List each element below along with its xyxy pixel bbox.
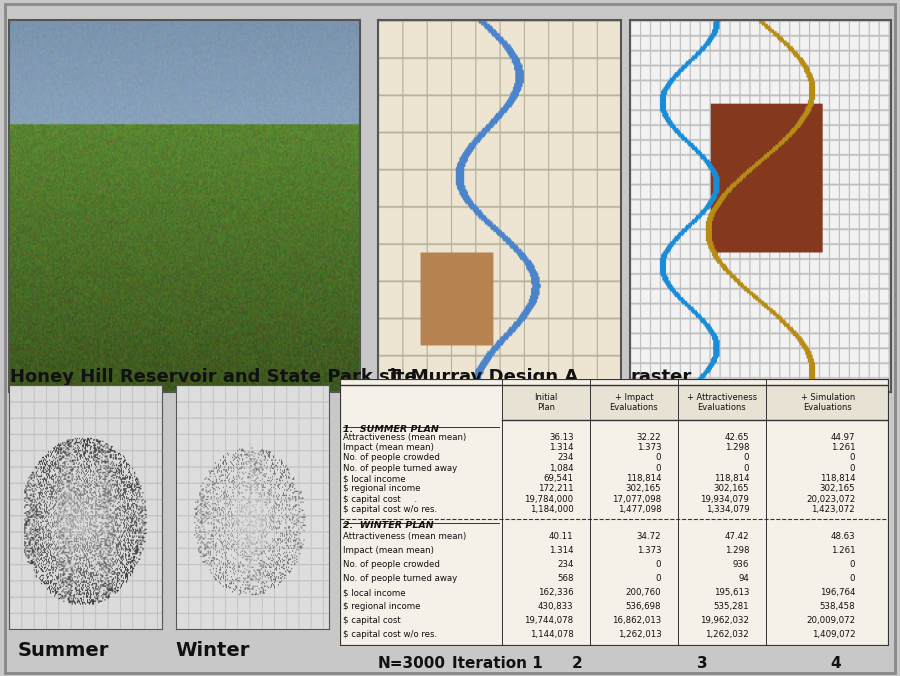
Text: + Impact
Evaluations: + Impact Evaluations [609,393,658,412]
Text: 0: 0 [743,454,749,462]
Text: 1.261: 1.261 [831,443,855,452]
Text: 47.42: 47.42 [724,532,749,541]
Text: Winter: Winter [176,641,250,660]
Text: Impact (mean mean): Impact (mean mean) [343,546,434,555]
Text: 19,934,079: 19,934,079 [700,495,749,504]
Text: 1.298: 1.298 [724,546,749,555]
Text: 162,336: 162,336 [538,588,573,597]
Text: $ local income: $ local income [343,474,406,483]
Text: 32.22: 32.22 [636,433,662,441]
Text: 430,833: 430,833 [538,602,573,611]
Text: Impact (mean mean): Impact (mean mean) [343,443,434,452]
Text: 20,009,072: 20,009,072 [806,616,855,625]
Text: 538,458: 538,458 [820,602,855,611]
Text: 1,334,079: 1,334,079 [706,505,749,514]
Text: 4: 4 [830,656,841,671]
Text: 19,784,000: 19,784,000 [525,495,573,504]
Bar [502,385,889,420]
Text: N=3000: N=3000 [378,656,446,671]
Text: raster: raster [630,368,691,386]
Text: 69,541: 69,541 [544,474,573,483]
Text: Iteration 1: Iteration 1 [452,656,543,671]
Text: 0: 0 [656,574,662,583]
Text: $ capital cost w/o res.: $ capital cost w/o res. [343,505,437,514]
Text: Attractiveness (mean mean): Attractiveness (mean mean) [343,433,466,441]
Text: 1.298: 1.298 [724,443,749,452]
Text: T. Murray Design A,: T. Murray Design A, [388,368,586,386]
Text: 118,814: 118,814 [820,474,855,483]
Text: No. of people crowded: No. of people crowded [343,454,440,462]
Text: 0: 0 [743,464,749,473]
Text: 1,423,072: 1,423,072 [812,505,855,514]
Text: 1.373: 1.373 [636,546,662,555]
Text: 1,184,000: 1,184,000 [530,505,573,514]
Text: No. of people crowded: No. of people crowded [343,560,440,569]
Text: 1,084: 1,084 [549,464,573,473]
Text: 302,165: 302,165 [714,485,749,493]
Text: 0: 0 [850,454,855,462]
Text: 1.373: 1.373 [636,443,662,452]
Text: 48.63: 48.63 [831,532,855,541]
Text: 0: 0 [656,464,662,473]
Text: $ local income: $ local income [343,588,406,597]
Text: Honey Hill Reservoir and State Park site: Honey Hill Reservoir and State Park site [10,368,417,386]
Text: 1,477,098: 1,477,098 [617,505,662,514]
Text: 0: 0 [656,560,662,569]
Text: No. of people turned away: No. of people turned away [343,574,457,583]
Text: 1.261: 1.261 [831,546,855,555]
Text: 234: 234 [557,454,573,462]
Text: 172,211: 172,211 [538,485,573,493]
Text: 44.97: 44.97 [831,433,855,441]
Text: 2: 2 [572,656,583,671]
Text: 1.314: 1.314 [549,546,573,555]
Text: 17,077,098: 17,077,098 [612,495,662,504]
Text: 0: 0 [850,464,855,473]
Text: 1,409,072: 1,409,072 [812,630,855,639]
Text: 1.  SUMMER PLAN: 1. SUMMER PLAN [343,425,439,434]
Text: 302,165: 302,165 [626,485,662,493]
Text: 34.72: 34.72 [636,532,662,541]
Text: No. of people turned away: No. of people turned away [343,464,457,473]
Text: 535,281: 535,281 [714,602,749,611]
Text: Attractiveness (mean mean): Attractiveness (mean mean) [343,532,466,541]
Text: 40.11: 40.11 [549,532,573,541]
Text: 1,262,013: 1,262,013 [617,630,662,639]
Text: 16,862,013: 16,862,013 [612,616,662,625]
Text: $ capital cost     .: $ capital cost . [343,495,417,504]
Text: $ regional income: $ regional income [343,602,420,611]
Text: Summer: Summer [17,641,109,660]
Text: 196,764: 196,764 [820,588,855,597]
Text: $ regional income: $ regional income [343,485,420,493]
Text: + Attractiveness
Evaluations: + Attractiveness Evaluations [687,393,757,412]
Text: $ capital cost w/o res.: $ capital cost w/o res. [343,630,437,639]
Text: 1.314: 1.314 [549,443,573,452]
Text: 302,165: 302,165 [820,485,855,493]
Text: 36.13: 36.13 [549,433,573,441]
Text: 568: 568 [557,574,573,583]
Text: 20,023,072: 20,023,072 [806,495,855,504]
Text: 0: 0 [656,454,662,462]
Text: 0: 0 [850,574,855,583]
Text: 94: 94 [738,574,749,583]
Text: Initial
Plan: Initial Plan [535,393,558,412]
Text: 200,760: 200,760 [626,588,662,597]
Text: 42.65: 42.65 [724,433,749,441]
Text: 118,814: 118,814 [626,474,662,483]
Text: 234: 234 [557,560,573,569]
Text: 19,962,032: 19,962,032 [700,616,749,625]
Text: 0: 0 [850,560,855,569]
Text: $ capital cost: $ capital cost [343,616,400,625]
Text: 3: 3 [697,656,707,671]
Text: 2.  WINTER PLAN: 2. WINTER PLAN [343,521,434,530]
Text: 1,144,078: 1,144,078 [530,630,573,639]
Text: 19,744,078: 19,744,078 [525,616,573,625]
Text: 936: 936 [733,560,749,569]
Text: + Simulation
Evaluations: + Simulation Evaluations [801,393,855,412]
Text: 195,613: 195,613 [714,588,749,597]
Text: 536,698: 536,698 [626,602,662,611]
Text: 118,814: 118,814 [714,474,749,483]
Text: 1,262,032: 1,262,032 [706,630,749,639]
